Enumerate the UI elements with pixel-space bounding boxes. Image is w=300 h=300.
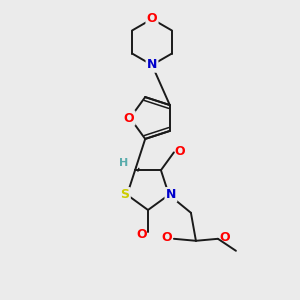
Text: O: O <box>175 145 185 158</box>
Text: O: O <box>162 231 172 244</box>
Text: O: O <box>124 112 134 124</box>
Text: S: S <box>121 188 130 201</box>
Text: N: N <box>147 58 157 71</box>
Text: H: H <box>119 158 129 169</box>
Text: N: N <box>166 188 176 201</box>
Text: O: O <box>147 13 157 26</box>
Text: O: O <box>220 231 230 244</box>
Text: O: O <box>137 227 147 241</box>
